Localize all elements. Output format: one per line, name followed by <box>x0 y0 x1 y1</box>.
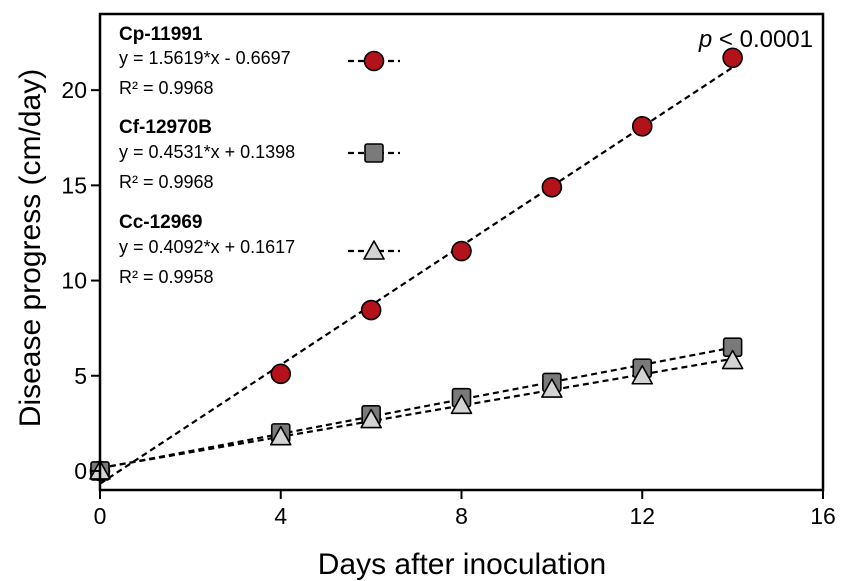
legend-name-cp: Cp-11991 <box>119 24 203 45</box>
legend: Cp-11991 y = 1.5619*x - 0.6697 R² = 0.99… <box>119 24 400 287</box>
legend-r2-cf: R² = 0.9968 <box>119 172 214 192</box>
legend-equation-cc: y = 0.4092*x + 0.1617 <box>119 237 295 257</box>
data-point-series-0 <box>722 47 743 69</box>
legend-r2-cc: R² = 0.9958 <box>119 267 214 287</box>
data-point-series-2 <box>541 378 563 398</box>
fit-line-1 <box>99 346 733 470</box>
legend-equation-cf: y = 0.4531*x + 0.1398 <box>119 142 295 162</box>
data-point-series-0 <box>451 240 472 262</box>
y-axis-title: Disease progress (cm/day) <box>14 69 47 427</box>
y-tick-label: 0 <box>74 458 87 484</box>
x-axis-ticks: 0 4 8 12 16 <box>94 490 836 529</box>
data-point-series-2 <box>269 425 292 446</box>
y-tick-label: 5 <box>74 363 87 389</box>
data-point-series-0 <box>541 176 563 198</box>
fit-lines <box>99 66 734 485</box>
x-tick-label: 8 <box>455 503 468 529</box>
y-tick-label: 15 <box>61 172 87 198</box>
data-point-series-2 <box>360 408 382 429</box>
data-point-series-2 <box>721 349 744 370</box>
x-axis-title: Days after inoculation <box>318 548 607 581</box>
x-tick-label: 16 <box>810 503 836 529</box>
legend-marker-0 <box>363 50 385 72</box>
y-tick-label: 20 <box>61 77 87 103</box>
x-tick-label: 4 <box>274 503 287 529</box>
data-points <box>89 47 744 482</box>
x-tick-label: 0 <box>94 503 107 529</box>
data-point-series-2 <box>631 364 654 385</box>
y-axis-ticks: 0 5 10 15 20 <box>61 77 100 484</box>
x-tick-label: 12 <box>629 503 655 529</box>
legend-name-cf: Cf-12970B <box>119 117 212 138</box>
legend-marker-1 <box>364 143 384 163</box>
data-point-series-2 <box>450 394 473 415</box>
data-point-series-0 <box>270 363 292 385</box>
legend-equation-cp: y = 1.5619*x - 0.6697 <box>119 48 291 68</box>
fit-line-0 <box>99 66 734 485</box>
data-point-series-0 <box>631 116 653 137</box>
legend-name-cc: Cc-12969 <box>119 212 202 233</box>
p-value-annotation: p < 0.0001 <box>698 26 813 53</box>
data-point-series-0 <box>360 299 382 321</box>
fit-line-2 <box>99 357 733 469</box>
legend-swatches <box>348 50 400 260</box>
y-tick-label: 10 <box>61 268 87 294</box>
legend-r2-cp: R² = 0.9968 <box>119 78 214 98</box>
legend-marker-2 <box>363 240 385 260</box>
